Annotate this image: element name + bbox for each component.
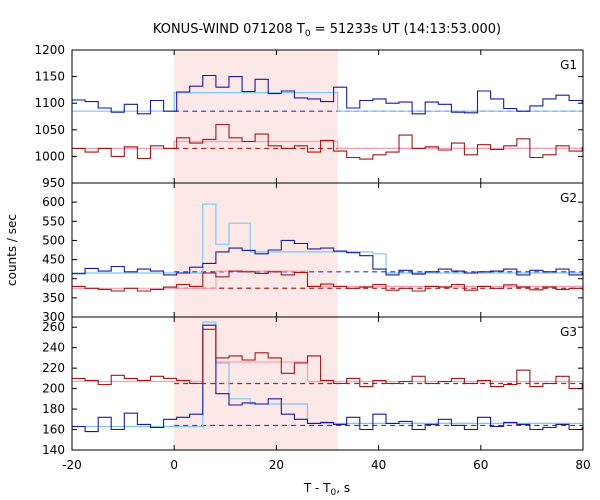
x-axis-label-subscript: 0 xyxy=(331,488,337,498)
series-soft-g1 xyxy=(72,123,583,160)
series-hard-fit-g2 xyxy=(72,203,583,274)
series-soft-fit-g2 xyxy=(72,270,584,289)
panel-g3: 140 160 180 200 220 240 260 G3 xyxy=(42,316,584,457)
plot-layer: 95010001050110011501200G1300350400450500… xyxy=(34,43,590,472)
y-tick-label: 1200 xyxy=(34,43,65,57)
x-tick-label: 40 xyxy=(371,458,386,472)
y-tick-label: 500 xyxy=(42,233,65,247)
series-hard-fit-g1 xyxy=(72,92,583,112)
panel-g2: 300 350 400 450 500 550 600 G2 xyxy=(42,182,584,324)
x-tick-label: 60 xyxy=(473,458,488,472)
chart-title: KONUS-WIND 071208 T0 = 51233s UT (14:13:… xyxy=(153,22,501,39)
panel-label: G2 xyxy=(560,191,577,205)
x-tick-label: 80 xyxy=(575,458,590,472)
y-tick-label: 260 xyxy=(42,320,65,334)
series-hard-g3 xyxy=(72,324,583,433)
y-tick-label: 240 xyxy=(42,341,65,355)
y-tick-label: 550 xyxy=(42,214,65,228)
y-tick-label: 350 xyxy=(42,291,65,305)
y-tick-label: 1000 xyxy=(34,149,65,163)
panel-frame xyxy=(71,316,584,451)
x-tick-label: -20 xyxy=(62,458,82,472)
panel-label: G3 xyxy=(560,325,577,339)
y-tick-label: 400 xyxy=(42,272,65,286)
y-tick-label: 220 xyxy=(42,361,65,375)
y-tick-label: 600 xyxy=(42,195,65,209)
x-axis-label: T - T0, s xyxy=(303,481,350,498)
y-tick-label: 1150 xyxy=(34,70,65,84)
y-tick-label: 450 xyxy=(42,253,65,267)
highlight-interval xyxy=(174,50,338,450)
y-tick-label: 1100 xyxy=(34,96,65,110)
y-tick-label: 160 xyxy=(42,423,65,437)
x-tick-label: 20 xyxy=(269,458,284,472)
series-hard-g1 xyxy=(72,74,583,115)
series-soft-fit-g1 xyxy=(72,140,583,149)
y-axis-label: counts / sec xyxy=(5,214,19,286)
chart-title-rest: = 51233s UT (14:13:53.000) xyxy=(311,22,501,37)
chart-title-main: KONUS-WIND 071208 T xyxy=(153,22,305,37)
y-tick-label: 200 xyxy=(42,382,65,396)
y-tick-label: 300 xyxy=(42,310,65,324)
y-tick-label: 1050 xyxy=(34,123,65,137)
x-tick-label: 0 xyxy=(170,458,178,472)
y-tick-label: 950 xyxy=(42,176,65,190)
series-hard-g2 xyxy=(72,239,583,276)
y-tick-label: 180 xyxy=(42,402,65,416)
panel-label: G1 xyxy=(560,58,577,72)
series-soft-g3 xyxy=(72,328,583,390)
x-axis-label-main: T - T xyxy=(303,481,331,495)
series-soft-g2 xyxy=(72,270,583,292)
y-tick-label: 140 xyxy=(42,443,65,457)
x-axis-label-rest: , s xyxy=(336,481,350,495)
chart-title-subscript: 0 xyxy=(305,29,311,39)
